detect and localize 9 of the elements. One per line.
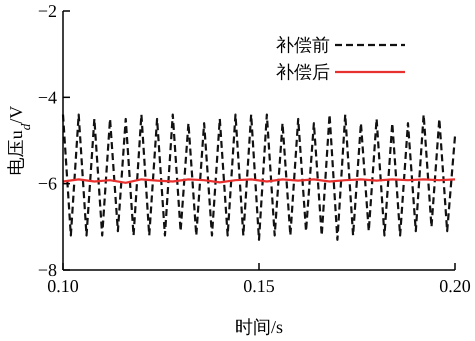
x-tick-label: 0.15 [243,276,275,296]
y-tick-label: −6 [38,174,57,194]
y-tick-label: −2 [38,1,57,21]
legend-label: 补偿后 [276,62,330,82]
legend-label: 补偿前 [276,35,330,55]
y-tick-label: −4 [38,87,57,108]
line-series [62,114,456,241]
x-axis-title: 时间/s [234,317,284,337]
x-tick-label: 0.20 [439,276,471,296]
